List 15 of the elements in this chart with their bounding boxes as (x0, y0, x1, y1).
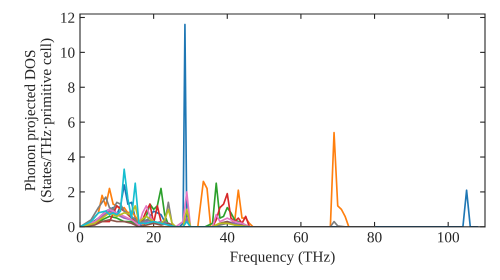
y-tick-label: 10 (61, 48, 75, 58)
y-tick-label: 8 (68, 82, 75, 93)
y-tick-label: 6 (68, 117, 75, 128)
x-tick-label: 80 (367, 232, 382, 242)
y-tick-label: 2 (68, 187, 74, 198)
x-tick-label: 60 (294, 232, 308, 242)
x-tick-label: 100 (438, 232, 460, 242)
x-axis-title: Frequency (THz) (230, 251, 335, 265)
y-tick-label: 4 (68, 152, 75, 162)
y-tick-label: 12 (61, 12, 74, 23)
y-tick-label: 0 (68, 222, 75, 232)
x-tick-label: 0 (76, 232, 84, 242)
x-tick-label: 40 (220, 232, 234, 242)
y-axis-title: Phonon projected DOS (States/THz·primitive cell) (24, 38, 54, 202)
x-tick-label: 20 (146, 232, 161, 242)
